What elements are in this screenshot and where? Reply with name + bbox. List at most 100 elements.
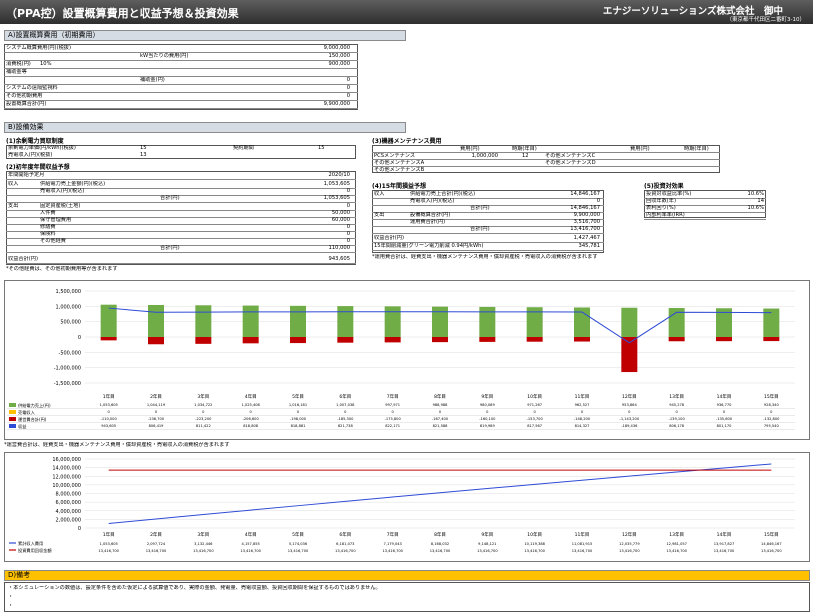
data-cell: -160,100 (479, 417, 496, 421)
b2-row-value: 1,053,605 (323, 195, 350, 201)
cost-row-value: 0 (346, 93, 350, 99)
b1-title: (1)余剰電力買取制度 (6, 138, 64, 145)
bar-revenue (479, 306, 496, 337)
b1-r1-label: 余剰電力単価(円/kWh)(税抜) (8, 145, 76, 151)
data-cell: 9,148,121 (478, 542, 496, 546)
b1-term-label: 契約期間 (233, 145, 254, 151)
data-cell: 12,981,057 (666, 542, 687, 546)
b3-cost: 1,000,000 (471, 153, 498, 159)
y-tick-label: 8,000,000 (56, 492, 81, 498)
b2-row-value: 2020/10 (328, 172, 350, 178)
b4-row-value: 0 (596, 198, 600, 204)
y-tick-label: 0 (78, 526, 81, 532)
data-cell: 11,081,915 (572, 542, 593, 546)
data-cell: 8,168,032 (431, 542, 449, 546)
data-cell: 943,605 (101, 424, 116, 428)
x-tick-label: 15年目 (764, 393, 779, 400)
data-cell: -236,700 (148, 417, 165, 421)
x-tick-label: 6年目 (339, 531, 351, 538)
data-cell: 1,016,181 (289, 403, 307, 407)
cost-row-value: 9,000,000 (323, 45, 350, 51)
bar-cost (716, 337, 732, 342)
b2-row-value: 0 (346, 203, 350, 209)
cost-row-label: システムの遠隔監視料 (6, 85, 58, 91)
b4-row-value: 3,516,700 (573, 219, 600, 225)
x-tick-label: 14年目 (717, 531, 732, 538)
data-cell: 13,416,700 (714, 549, 735, 553)
data-cell: -167,400 (432, 417, 449, 421)
legend-swatch (9, 410, 16, 414)
x-tick-label: 3年目 (197, 393, 209, 400)
company-address: （東京都千代田区二番町3-10） (726, 17, 805, 23)
data-cell: 819,989 (480, 424, 496, 428)
data-cell: 13,416,700 (572, 549, 593, 553)
cost-row-label: システム概算費用(円)(税抜) (6, 45, 72, 51)
row-divider (6, 202, 356, 203)
b4-row-label: 合計(円) (470, 226, 490, 232)
x-tick-label: 6年目 (339, 393, 351, 400)
bar-revenue (337, 306, 354, 337)
data-cell: -148,200 (574, 417, 591, 421)
row-divider (6, 238, 356, 239)
data-cell: 0 (581, 410, 584, 414)
data-cell: 822,171 (385, 424, 400, 428)
b4-row-value: 13,416,700 (570, 226, 600, 232)
cost-row-label: その他初期費用 (6, 93, 43, 99)
b4-note: *運用費合計は、経費支出・機器メンテナンス費用・償却資産税・売電収入の消費税が含… (372, 254, 598, 260)
b4-row-label: 供給電力売上合計(円)(税込) (410, 191, 476, 197)
cumulative-chart: 16,000,000 14,000,000 12,000,000 10,000,000… (4, 452, 810, 562)
row-divider (4, 76, 358, 77)
data-cell: 0 (676, 410, 679, 414)
legend-label: 売電収入 (18, 409, 36, 416)
bar-cost (668, 337, 685, 342)
b4-table (372, 190, 604, 253)
row-divider (6, 245, 356, 246)
legend-label: 供給電力売上(円) (18, 402, 51, 409)
data-cell: 818,808 (243, 424, 259, 428)
cost-row-value: 0 (346, 77, 350, 83)
data-cell: 2,097,724 (147, 542, 166, 546)
data-cell: 7,179,043 (384, 542, 402, 546)
data-cell: -206,600 (243, 417, 260, 421)
b3-title: (3)機器メンテナンス費用 (372, 138, 442, 145)
row-divider (372, 212, 604, 213)
data-cell: 0 (155, 410, 158, 414)
b2-row-label: 支出 (8, 203, 19, 209)
b2-row-label: 合計(円) (160, 195, 180, 201)
data-cell: 818,881 (291, 424, 306, 428)
y-tick-label: 14,000,000 (52, 466, 81, 472)
bar-revenue (290, 305, 306, 337)
b2-row-value: 50,000 (331, 210, 350, 216)
row-divider (4, 52, 358, 53)
data-cell: 0 (108, 410, 111, 414)
data-cell: 936,770 (717, 403, 733, 407)
b2-row-label: 年間開始予定月 (8, 172, 45, 178)
data-cell: 0 (486, 410, 489, 414)
bar-cost (290, 337, 306, 344)
bar-cost (337, 337, 354, 343)
cost-row-label: 補助金等 (6, 69, 27, 75)
bar-cost (195, 337, 212, 344)
cumulative-plot: 16,000,000 14,000,000 12,000,000 10,000,000… (9, 457, 795, 554)
data-cell: 1,007,038 (336, 403, 355, 407)
x-tick-label: 13年目 (669, 393, 684, 400)
y-tick-label: 1,000,000 (56, 304, 81, 310)
bar-cost (479, 337, 496, 342)
data-cell: 988,988 (433, 403, 449, 407)
annual-profit-chart: 1,500,000 1,000,000 500,000 0 -500,000 -1,000… (4, 280, 810, 440)
data-cell: 0 (723, 410, 726, 414)
row-divider (644, 219, 766, 220)
cost-row-label: kW当たりの費用(円) (140, 53, 189, 59)
y-tick-label: 2,000,000 (56, 517, 81, 523)
b2-table (6, 171, 356, 265)
annual-profit-plot: 1,500,000 1,000,000 500,000 0 -500,000 -1,000… (7, 289, 795, 430)
remark-line-2: ・ (8, 594, 14, 600)
bar-revenue (100, 304, 117, 337)
cost-row-label: 設置概算合計(円) (6, 101, 47, 107)
x-tick-label: 4年目 (245, 531, 257, 538)
data-cell: 953,864 (622, 403, 638, 407)
row-divider (372, 233, 604, 234)
b4-row-value: 14,846,167 (570, 191, 600, 197)
b4-row-label: 売電収入(円)(税込) (410, 198, 455, 204)
profit-line (108, 307, 772, 344)
